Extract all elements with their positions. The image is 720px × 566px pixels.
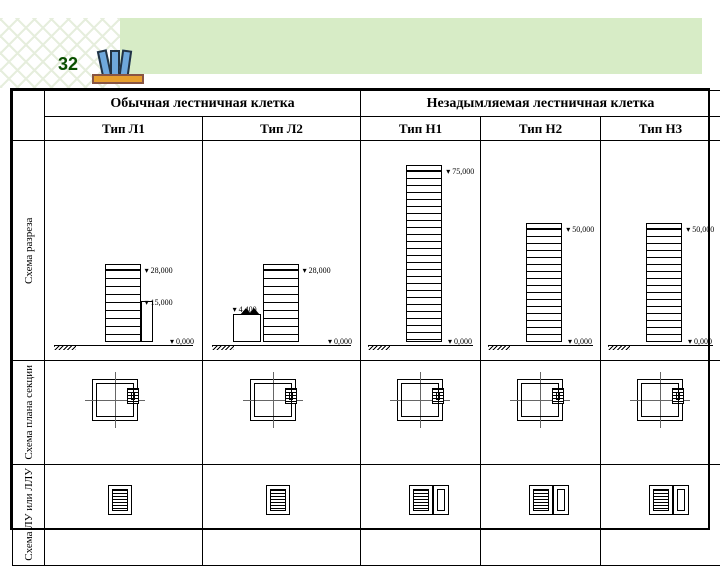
dim-top-H2: ▾ 50,000 [566, 225, 594, 234]
plan-H3 [601, 361, 720, 465]
row-label-section: Схема разреза [13, 141, 45, 361]
section-H2: ▾ 50,000▾ 0,000 [481, 141, 601, 361]
section-H3: ▾ 50,000▾ 0,000 [601, 141, 720, 361]
section-H1: ▾ 75,000▾ 0,000 [361, 141, 481, 361]
lu-H2 [481, 464, 601, 566]
lu-L2 [203, 464, 361, 566]
col-header-H3: Тип Н3 [601, 117, 720, 141]
col-header-L1: Тип Л1 [45, 117, 203, 141]
corner-cell [13, 91, 45, 141]
row-label-plan: Схема плана секции [13, 361, 45, 465]
plan-L2 [203, 361, 361, 465]
dim-top-H1: ▾ 75,000 [446, 167, 474, 176]
dim-top-H3: ▾ 50,000 [686, 225, 714, 234]
plan-H1 [361, 361, 481, 465]
books-icon [96, 50, 136, 80]
row-label-lu: Схема ЛУ или ЛЛУ [13, 464, 45, 566]
col-header-H2: Тип Н2 [481, 117, 601, 141]
lu-H1 [361, 464, 481, 566]
diagram-table: Обычная лестничная клетка Незадымляемая … [10, 88, 710, 530]
lu-L1 [45, 464, 203, 566]
plan-H2 [481, 361, 601, 465]
dim-top-L2: ▾ 28,000 [303, 266, 331, 275]
slide-number: 32 [58, 54, 78, 75]
col-header-L2: Тип Л2 [203, 117, 361, 141]
header-band [120, 18, 702, 74]
lu-H3 [601, 464, 720, 566]
header-group-smokefree: Незадымляемая лестничная клетка [361, 91, 720, 117]
header-group-ordinary: Обычная лестничная клетка [45, 91, 361, 117]
col-header-H1: Тип Н1 [361, 117, 481, 141]
section-L2: ▾ 28,000▾ 4,400▾ 0,000 [203, 141, 361, 361]
dim-top-L1: ▾ 28,000 [145, 266, 173, 275]
plan-L1 [45, 361, 203, 465]
section-L1: ▾ 28,000▾ 15,000▾ 0,000 [45, 141, 203, 361]
